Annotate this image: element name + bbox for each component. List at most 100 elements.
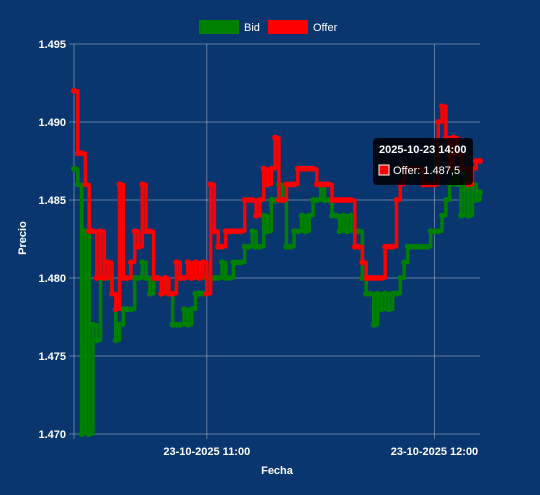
bid-point <box>256 243 263 250</box>
offer-point <box>477 158 483 164</box>
bid-point <box>143 275 150 281</box>
tooltip-offer-swatch <box>378 164 390 176</box>
offer-point <box>188 275 195 281</box>
bid-point <box>116 321 123 328</box>
offer-point <box>359 259 366 266</box>
tooltip-box <box>373 138 473 185</box>
bid-point <box>188 306 195 313</box>
offer-point <box>325 181 332 188</box>
bid-point <box>347 212 354 219</box>
bid-point <box>306 212 313 219</box>
bid-point <box>382 290 389 297</box>
bid-point <box>78 431 85 437</box>
bid-point <box>435 228 442 235</box>
offer-point <box>268 165 275 172</box>
y-tick-label: 1.485 <box>38 195 66 207</box>
bid-point <box>393 290 400 297</box>
x-tick-label: 23-10-2025 11:00 <box>163 446 250 458</box>
bid-point <box>218 259 225 266</box>
bid-point <box>93 337 100 344</box>
offer-point <box>78 150 85 157</box>
x-tick-label: 23-10-2025 12:00 <box>391 446 478 458</box>
offer-point <box>253 212 260 219</box>
offer-point <box>272 134 279 141</box>
legend[interactable]: Bid Offer <box>199 20 338 34</box>
bid-point <box>86 431 93 437</box>
bid-point <box>366 290 373 297</box>
bid-point <box>260 212 267 219</box>
bid-point <box>401 259 408 266</box>
series-bid <box>71 165 483 437</box>
offer-point <box>249 197 256 203</box>
bid-point <box>477 189 483 196</box>
bid-point <box>336 228 343 235</box>
offer-point <box>131 228 138 235</box>
offer-point <box>203 290 210 297</box>
offer-point <box>162 275 169 281</box>
bid-point <box>181 306 188 313</box>
bid-point <box>139 259 146 266</box>
y-axis-title: Precio <box>17 221 29 255</box>
legend-bid-label[interactable]: Bid <box>244 22 260 34</box>
offer-point <box>173 259 180 266</box>
bid-point <box>340 212 347 219</box>
bid-point <box>302 228 309 235</box>
y-axis-ticks: 1.470 1.475 1.480 1.485 1.490 1.495 <box>38 39 66 441</box>
offer-point <box>181 275 188 281</box>
bid-point <box>465 212 472 219</box>
offer-point <box>108 290 115 297</box>
bid-point <box>89 321 96 328</box>
offer-point <box>82 181 89 188</box>
bid-point <box>74 181 81 188</box>
offer-point <box>158 290 165 297</box>
bid-point <box>237 259 244 266</box>
legend-offer-label[interactable]: Offer <box>313 22 338 34</box>
offer-point <box>260 165 267 172</box>
bid-point <box>370 321 377 328</box>
offer-point <box>291 181 298 188</box>
offer-point <box>279 197 286 203</box>
offer-point <box>211 228 218 235</box>
offer-point <box>196 275 203 281</box>
offer-point <box>169 290 176 297</box>
offer-point <box>184 259 191 266</box>
bid-point <box>294 228 301 235</box>
offer-point <box>435 119 442 125</box>
tooltip-title: 2025-10-23 14:00 <box>379 144 466 156</box>
y-tick-label: 1.490 <box>38 117 66 129</box>
bid-point <box>177 321 184 328</box>
bid-point <box>215 275 222 281</box>
offer-point <box>112 306 119 313</box>
bid-point <box>146 290 153 297</box>
legend-offer-swatch[interactable] <box>268 20 308 34</box>
offer-point <box>256 197 263 203</box>
offer-point <box>154 275 161 281</box>
offer-point <box>127 259 134 266</box>
offer-point <box>116 181 123 188</box>
offer-point <box>89 228 96 235</box>
bid-point <box>442 197 449 203</box>
y-tick-label: 1.470 <box>38 429 66 441</box>
offer-point <box>355 243 362 250</box>
y-tick-label: 1.475 <box>38 351 66 363</box>
y-tick-label: 1.480 <box>38 273 66 285</box>
bid-point <box>355 228 362 235</box>
offer-point <box>71 87 77 94</box>
bid-point <box>184 321 191 328</box>
offer-point <box>389 243 396 250</box>
bid-point <box>264 228 271 235</box>
offer-point <box>192 259 199 266</box>
bid-point <box>385 306 392 313</box>
bid-point <box>344 228 351 235</box>
tooltip-value: Offer: 1.487,5 <box>393 165 460 177</box>
legend-bid-swatch[interactable] <box>199 20 239 34</box>
bid-point <box>127 306 134 313</box>
offer-point <box>139 181 146 188</box>
bid-point <box>287 243 294 250</box>
y-tick-label: 1.495 <box>38 39 66 51</box>
offer-point <box>97 228 104 235</box>
offer-point <box>310 165 317 172</box>
offer-point <box>207 181 214 188</box>
